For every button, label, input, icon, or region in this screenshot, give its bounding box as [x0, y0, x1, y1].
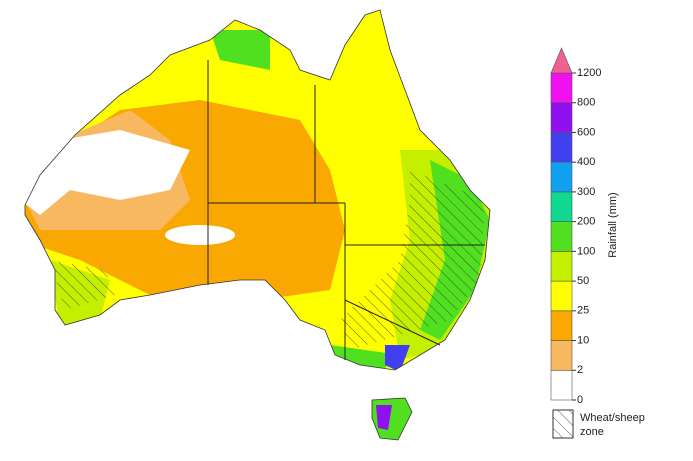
- legend-tick-label: 200: [577, 216, 595, 228]
- legend-swatch: [550, 161, 573, 193]
- legend-tick-label: 1200: [577, 67, 601, 79]
- legend-tick-label: 25: [577, 305, 589, 317]
- wheat-sheep-zone: [340, 170, 485, 350]
- legend-swatch: [550, 191, 573, 222]
- legend-tick-label: 100: [577, 245, 595, 257]
- legend-swatch: [550, 72, 573, 104]
- legend-title: Rainfall (mm): [607, 192, 619, 257]
- legend-swatch: [550, 310, 573, 341]
- region: [376, 405, 392, 430]
- legend: 0 2 10 25 50 100 200 300 400 600 800 1200: [550, 47, 601, 406]
- legend-tick-label: 400: [577, 156, 595, 168]
- legend-tick-label: 0: [577, 394, 583, 406]
- legend-swatch: [550, 102, 573, 133]
- legend-tick-label: 800: [577, 97, 595, 109]
- legend-swatch: [550, 369, 573, 401]
- region: [385, 345, 410, 370]
- legend-tick-label: 2: [577, 364, 583, 376]
- legend-swatch: [550, 47, 573, 74]
- legend-swatch: [550, 340, 573, 371]
- region: [25, 130, 190, 215]
- legend-tick-label: 50: [577, 275, 589, 287]
- legend-tick-label: 600: [577, 126, 595, 138]
- region: [165, 225, 235, 245]
- zone-label: zone: [580, 426, 604, 438]
- legend-swatch: [550, 132, 573, 163]
- legend-tick-label: 10: [577, 334, 589, 346]
- legend-tick-label: 300: [577, 186, 595, 198]
- legend-swatch: [550, 280, 573, 312]
- zone-label: Wheat/sheep: [580, 412, 645, 424]
- rainfall-map: [25, 10, 490, 370]
- wheat-sheep-zone: [50, 260, 115, 310]
- region: [210, 30, 270, 70]
- state-borders: [207, 60, 485, 360]
- coastline: [24, 9, 491, 371]
- zone-swatch: [552, 409, 574, 439]
- legend-swatch: [550, 251, 573, 282]
- border: [344, 299, 441, 346]
- legend-swatch: [550, 221, 573, 252]
